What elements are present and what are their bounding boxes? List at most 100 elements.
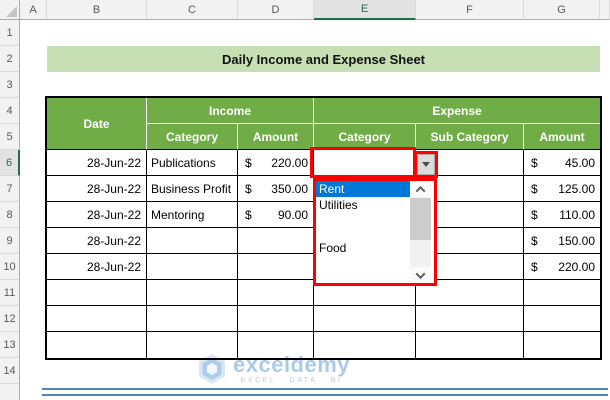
amount-value: 110.00	[559, 207, 595, 222]
cell-g12[interactable]	[524, 306, 600, 332]
cell-f12[interactable]	[416, 306, 524, 332]
cell-c9[interactable]	[147, 228, 238, 254]
cell-d12[interactable]	[238, 306, 314, 332]
cell-g10-expense-amount[interactable]: $220.00	[524, 254, 600, 280]
cell-g8-expense-amount[interactable]: $110.00	[524, 202, 600, 228]
dropdown-arrow-button[interactable]	[417, 154, 435, 175]
cell-e13[interactable]	[314, 332, 416, 358]
cell-f8[interactable]	[416, 202, 524, 228]
cell-b7-date[interactable]: 28-Jun-22	[47, 176, 147, 202]
cell-e12[interactable]	[314, 306, 416, 332]
header-income-amount[interactable]: Amount	[238, 124, 314, 150]
column-header-f[interactable]: F	[416, 0, 524, 20]
header-expense[interactable]: Expense	[314, 98, 600, 124]
cell-d9[interactable]	[238, 228, 314, 254]
column-header-b[interactable]: B	[47, 0, 147, 20]
column-header-filler	[600, 0, 610, 20]
row-header-9[interactable]: 9	[0, 228, 20, 254]
cell-c8-income-category[interactable]: Mentoring	[147, 202, 238, 228]
row-header-6-selected[interactable]: 6	[0, 150, 20, 176]
header-expense-sub-category[interactable]: Sub Category	[416, 124, 524, 150]
row-header-4[interactable]: 4	[0, 98, 20, 124]
currency-symbol: $	[245, 207, 252, 222]
row-header-2[interactable]: 2	[0, 46, 20, 72]
cell-e11[interactable]	[314, 280, 416, 306]
dropdown-item-food[interactable]: Food	[319, 241, 347, 255]
cell-b6-date[interactable]: 28-Jun-22	[47, 150, 147, 176]
row-header-10[interactable]: 10	[0, 254, 20, 280]
cell-f11[interactable]	[416, 280, 524, 306]
cell-f13[interactable]	[416, 332, 524, 358]
cell-b12[interactable]	[47, 306, 147, 332]
header-expense-category[interactable]: Category	[314, 124, 416, 150]
column-header-d[interactable]: D	[238, 0, 314, 20]
dropdown-item-blank[interactable]	[316, 256, 410, 283]
cell-d11[interactable]	[238, 280, 314, 306]
amount-value: 350.00	[271, 181, 308, 196]
income-expense-table: Date Income Expense Category Amount Cate…	[47, 98, 600, 358]
bottom-double-divider	[42, 388, 608, 396]
column-header-c[interactable]: C	[147, 0, 238, 20]
cell-d7-income-amount[interactable]: $350.00	[238, 176, 314, 202]
currency-symbol: $	[531, 155, 538, 170]
currency-symbol: $	[531, 181, 538, 196]
dropdown-item-blank[interactable]	[316, 213, 410, 240]
cell-c7-income-category[interactable]: Business Profit	[147, 176, 238, 202]
sheet-title-cell[interactable]: Daily Income and Expense Sheet	[47, 46, 600, 72]
row-header-14[interactable]: 14	[0, 358, 20, 384]
cell-g9-expense-amount[interactable]: $150.00	[524, 228, 600, 254]
cell-g6-expense-amount[interactable]: $45.00	[524, 150, 600, 176]
dropdown-item-rent[interactable]: Rent	[316, 181, 410, 197]
cell-g7-expense-amount[interactable]: $125.00	[524, 176, 600, 202]
cell-c10[interactable]	[147, 254, 238, 280]
amount-value: 45.00	[564, 155, 595, 170]
dropdown-item-utilities[interactable]: Utilities	[319, 198, 358, 212]
cell-d6-income-amount[interactable]: $220.00	[238, 150, 314, 176]
currency-symbol: $	[531, 207, 538, 222]
row-header-5[interactable]: 5	[0, 124, 20, 150]
column-header-e-selected[interactable]: E	[314, 0, 416, 20]
cell-c13[interactable]	[147, 332, 238, 358]
cell-f10[interactable]	[416, 254, 524, 280]
row-header-1[interactable]: 1	[0, 20, 20, 46]
dropdown-scrollbar[interactable]	[410, 181, 431, 283]
cell-d13[interactable]	[238, 332, 314, 358]
row-header-3[interactable]: 3	[0, 72, 20, 98]
row-header-12[interactable]: 12	[0, 306, 20, 332]
cell-g13[interactable]	[524, 332, 600, 358]
cell-f7[interactable]	[416, 176, 524, 202]
header-expense-amount[interactable]: Amount	[524, 124, 600, 150]
cell-d8-income-amount[interactable]: $90.00	[238, 202, 314, 228]
column-header-a[interactable]: A	[20, 0, 47, 20]
cell-f6[interactable]	[416, 150, 524, 176]
cell-g11[interactable]	[524, 280, 600, 306]
row-header-15-partial[interactable]	[0, 384, 20, 400]
category-dropdown-list: Rent Utilities Food	[313, 178, 437, 286]
cell-c12[interactable]	[147, 306, 238, 332]
cell-c6-income-category[interactable]: Publications	[147, 150, 238, 176]
select-all-corner[interactable]	[0, 0, 20, 20]
scroll-down-button[interactable]	[410, 267, 431, 283]
cell-b11[interactable]	[47, 280, 147, 306]
scroll-up-button[interactable]	[410, 181, 431, 197]
cell-f9[interactable]	[416, 228, 524, 254]
row-header-11[interactable]: 11	[0, 280, 20, 306]
header-income[interactable]: Income	[147, 98, 314, 124]
header-income-category[interactable]: Category	[147, 124, 238, 150]
cell-b13[interactable]	[47, 332, 147, 358]
currency-symbol: $	[245, 155, 252, 170]
row-header-8[interactable]: 8	[0, 202, 20, 228]
row-header-7[interactable]: 7	[0, 176, 20, 202]
cell-b10-date[interactable]: 28-Jun-22	[47, 254, 147, 280]
row-header-13[interactable]: 13	[0, 332, 20, 358]
cell-b8-date[interactable]: 28-Jun-22	[47, 202, 147, 228]
column-header-g[interactable]: G	[524, 0, 600, 20]
cell-d10[interactable]	[238, 254, 314, 280]
cell-b9-date[interactable]: 28-Jun-22	[47, 228, 147, 254]
amount-value: 220.00	[271, 155, 308, 170]
cell-c11[interactable]	[147, 280, 238, 306]
scrollbar-thumb[interactable]	[410, 198, 431, 240]
header-date[interactable]: Date	[47, 98, 147, 150]
cell-e6-selected[interactable]	[314, 150, 416, 176]
